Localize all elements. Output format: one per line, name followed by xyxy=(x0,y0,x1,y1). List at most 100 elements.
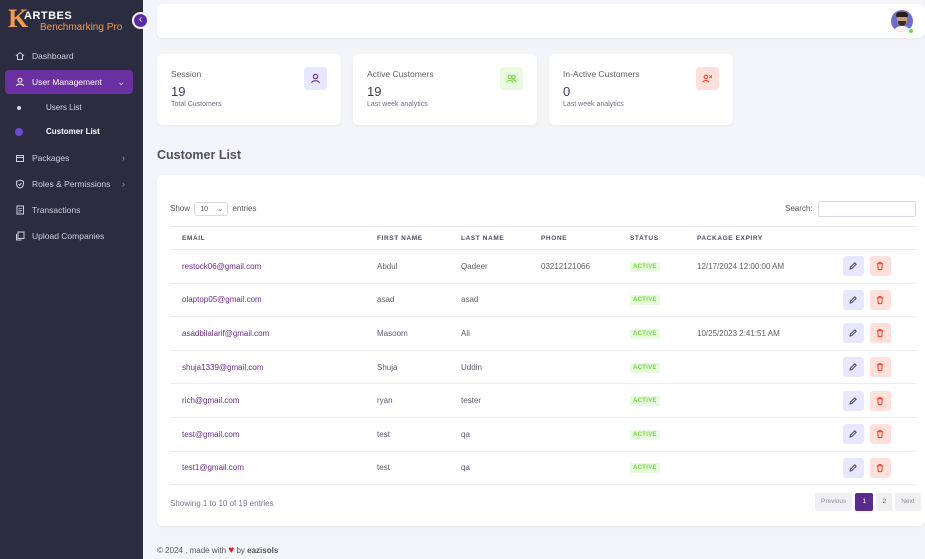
sidebar-item-label: Roles & Permissions xyxy=(32,179,111,189)
cell-email: asadbilalarif@gmail.com xyxy=(170,316,365,351)
sidebar-collapse-button[interactable]: ‹ xyxy=(132,12,149,29)
chevron-right-icon: › xyxy=(122,153,125,163)
customer-table: EMAIL FIRST NAME LAST NAME PHONE STATUS … xyxy=(170,226,916,486)
delete-button[interactable] xyxy=(870,289,891,310)
cell-status: ACTIVE xyxy=(618,283,685,318)
trash-icon xyxy=(876,463,884,472)
chevron-right-icon: › xyxy=(122,179,125,189)
delete-button[interactable] xyxy=(870,390,891,411)
cell-last-name: asad xyxy=(449,283,529,318)
stat-card-value: 19 xyxy=(367,84,382,99)
cell-actions xyxy=(831,350,916,385)
cell-last-name: Qadeer xyxy=(449,249,529,284)
logo[interactable]: K ARTBES Benchmarking Pro xyxy=(6,6,136,36)
status-badge: ACTIVE xyxy=(630,261,660,272)
sidebar-item-dashboard[interactable]: Dashboard xyxy=(0,44,143,68)
table-row: test1@gmail.com test qa ACTIVE xyxy=(170,451,916,486)
pagination-page-1[interactable]: 1 xyxy=(855,493,874,511)
sidebar-item-roles-permissions[interactable]: Roles & Permissions › xyxy=(0,172,143,196)
edit-button[interactable] xyxy=(843,289,864,310)
topbar xyxy=(157,4,925,38)
cell-actions xyxy=(831,383,916,418)
status-badge: ACTIVE xyxy=(630,396,660,407)
stat-card-value: 0 xyxy=(563,84,571,99)
cell-last-name: qa xyxy=(449,451,529,486)
cell-phone xyxy=(529,283,618,318)
sidebar-item-label: User Management xyxy=(32,77,102,87)
bullet-icon xyxy=(15,128,23,136)
stat-card-subtitle: Last week analytics xyxy=(367,101,428,108)
footer-company-link[interactable]: eazisols xyxy=(247,546,279,555)
cell-package-expiry: 10/25/2023 2:41:51 AM xyxy=(685,316,831,351)
cell-phone xyxy=(529,417,618,452)
entries-select[interactable]: 10 ⌄ xyxy=(194,202,229,216)
column-header-phone[interactable]: PHONE xyxy=(529,226,618,250)
status-badge: ACTIVE xyxy=(630,362,660,373)
search-input[interactable] xyxy=(818,201,916,217)
cell-email: test1@gmail.com xyxy=(170,451,365,486)
delete-button[interactable] xyxy=(870,357,891,378)
stat-card-title: Active Customers xyxy=(367,69,434,79)
trash-icon xyxy=(876,396,884,405)
cell-first-name: ryan xyxy=(365,383,449,418)
sidebar-item-label: Dashboard xyxy=(32,51,74,61)
pencil-icon xyxy=(849,430,857,438)
delete-button[interactable] xyxy=(870,457,891,478)
cell-package-expiry xyxy=(685,417,831,452)
cell-phone: 03212121066 xyxy=(529,249,618,284)
pagination-next-button[interactable]: Next xyxy=(895,493,921,511)
pagination: Previous 1 2 Next xyxy=(812,493,921,511)
column-header-email[interactable]: EMAIL xyxy=(170,226,365,250)
sidebar-item-transactions[interactable]: Transactions xyxy=(0,198,143,222)
status-badge: ACTIVE xyxy=(630,463,660,474)
sidebar-subitem-users-list[interactable]: Users List xyxy=(0,96,143,120)
delete-button[interactable] xyxy=(870,256,891,277)
cell-first-name: test xyxy=(365,451,449,486)
edit-button[interactable] xyxy=(843,424,864,445)
column-header-status[interactable]: STATUS xyxy=(618,226,685,250)
cell-status: ACTIVE xyxy=(618,417,685,452)
cell-phone xyxy=(529,451,618,486)
column-header-first-name[interactable]: FIRST NAME xyxy=(365,226,449,250)
user-icon xyxy=(304,67,327,90)
logo-subtitle: Benchmarking Pro xyxy=(40,22,123,33)
edit-button[interactable] xyxy=(843,390,864,411)
stat-card-title: Session xyxy=(171,69,202,79)
edit-button[interactable] xyxy=(843,357,864,378)
cell-status: ACTIVE xyxy=(618,451,685,486)
cell-package-expiry xyxy=(685,350,831,385)
cell-first-name: Abdul xyxy=(365,249,449,284)
pagination-previous-button[interactable]: Previous xyxy=(815,493,853,511)
sidebar-subitem-label: Customer List xyxy=(46,127,100,136)
bullet-icon xyxy=(17,106,21,110)
sidebar-item-packages[interactable]: Packages › xyxy=(0,146,143,170)
heart-icon: ♥ xyxy=(228,545,235,556)
edit-button[interactable] xyxy=(843,256,864,277)
sidebar-item-label: Upload Companies xyxy=(32,231,105,241)
cell-package-expiry: 12/17/2024 12:00:00 AM xyxy=(685,249,831,284)
column-header-package-expiry[interactable]: PACKAGE EXPIRY xyxy=(685,226,831,250)
table-row: shuja1339@gmail.com Shuja Uddin ACTIVE xyxy=(170,350,916,385)
edit-button[interactable] xyxy=(843,323,864,344)
trash-icon xyxy=(876,329,884,338)
online-status-icon xyxy=(908,28,914,34)
avatar[interactable] xyxy=(891,10,913,32)
delete-button[interactable] xyxy=(870,323,891,344)
sidebar-item-user-management[interactable]: User Management ⌄ xyxy=(5,70,133,94)
edit-button[interactable] xyxy=(843,457,864,478)
cell-actions xyxy=(831,283,916,318)
cell-email: olaptop05@gmail.com xyxy=(170,283,365,318)
cell-email: restock06@gmail.com xyxy=(170,249,365,284)
cell-last-name: tester xyxy=(449,383,529,418)
table-row: restock06@gmail.com Abdul Qadeer 0321212… xyxy=(170,249,916,284)
pencil-icon xyxy=(849,396,857,405)
column-header-last-name[interactable]: LAST NAME xyxy=(449,226,529,250)
trash-icon xyxy=(876,363,884,372)
pagination-page-2[interactable]: 2 xyxy=(876,493,893,511)
sidebar-subitem-customer-list[interactable]: Customer List xyxy=(0,120,143,144)
sidebar-item-upload-companies[interactable]: Upload Companies xyxy=(0,224,143,248)
cell-phone xyxy=(529,383,618,418)
pencil-icon xyxy=(849,329,857,338)
delete-button[interactable] xyxy=(870,424,891,445)
cell-actions xyxy=(831,417,916,452)
